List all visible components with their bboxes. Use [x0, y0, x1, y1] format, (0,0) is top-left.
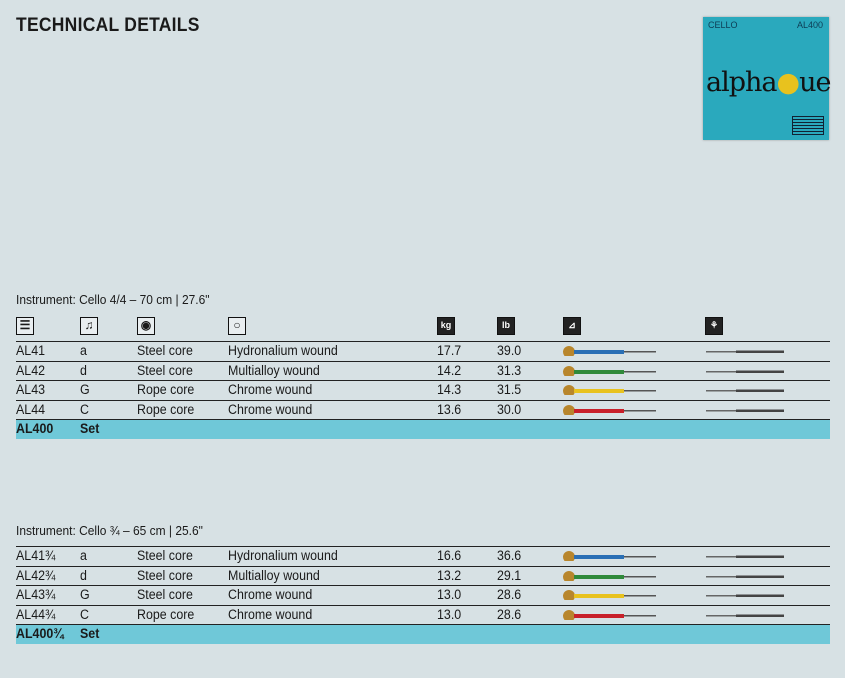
string-winding-image [706, 555, 784, 558]
brand-logo: alpha●ue [706, 67, 831, 98]
cell-note: G [80, 382, 90, 397]
cell-lb: 31.3 [497, 362, 522, 378]
set-label: Set [80, 626, 100, 641]
package-model: AL400 [796, 20, 823, 30]
string-ball-end-image [563, 551, 656, 561]
cell-code: AL41 [16, 343, 46, 358]
cell-winding: Chrome wound [228, 606, 313, 622]
cell-lb: 31.5 [497, 382, 522, 397]
strings-table-full-size: ☰ ♫ ◉ ○ kg lb ⊿ ⚘ AL41 a Steel core Hydronalium wou… [16, 315, 830, 439]
cell-note: a [80, 548, 87, 563]
cell-kg: 13.0 [437, 606, 462, 622]
cell-note: C [80, 401, 89, 417]
table-2-label: Instrument: Cello ¾ – 65 cm | 25.6" [16, 523, 203, 538]
cell-note: G [80, 587, 90, 602]
table-row: AL44¾ C Rope core Chrome wound 13.0 28.6 [16, 604, 830, 625]
set-row: AL400¾ Set [16, 624, 830, 644]
cell-winding: Multialloy wound [228, 567, 320, 583]
string-winding-image [706, 575, 784, 578]
maker-stamp [792, 116, 824, 135]
cell-core: Steel core [137, 567, 193, 583]
string-ball-end-image [563, 570, 656, 581]
set-code: AL400¾ [16, 626, 64, 641]
cell-code: AL41¾ [16, 548, 56, 563]
product-package-image: CELLO AL400 alpha●ue [703, 17, 831, 140]
set-code: AL400 [16, 421, 54, 436]
package-instrument: CELLO [708, 20, 738, 30]
cell-lb: 28.6 [497, 587, 522, 602]
set-row: AL400 Set [16, 419, 830, 439]
tailpiece-icon: ⊿ [563, 317, 581, 335]
header-icons-row: ☰ ♫ ◉ ○ kg lb ⊿ ⚘ [16, 315, 830, 341]
cell-kg: 14.3 [437, 382, 462, 397]
cell-kg: 13.2 [437, 567, 462, 583]
winding-icon: ○ [228, 317, 246, 335]
table-row: AL42 d Steel core Multialloy wound 14.2 31.3 [16, 360, 830, 381]
cell-core: Steel core [137, 548, 193, 563]
cell-core: Rope core [137, 401, 195, 417]
cell-note: d [80, 567, 87, 583]
string-winding-image [706, 350, 784, 353]
cell-code: AL44¾ [16, 606, 56, 622]
cell-note: a [80, 343, 87, 358]
table-row: AL42¾ d Steel core Multialloy wound 13.2 29.1 [16, 565, 830, 586]
cell-kg: 13.6 [437, 401, 462, 417]
cell-note: d [80, 362, 87, 378]
list-icon: ☰ [16, 317, 34, 335]
cell-kg: 14.2 [437, 362, 462, 378]
cell-lb: 28.6 [497, 606, 522, 622]
string-ball-end-image [563, 590, 656, 600]
table-row: AL41 a Steel core Hydronalium wound 17.7 39.0 [16, 341, 830, 361]
kg-weight-icon: kg [437, 317, 455, 335]
cell-winding: Hydronalium wound [228, 548, 338, 563]
string-winding-image [706, 594, 784, 597]
cell-winding: Multialloy wound [228, 362, 320, 378]
string-winding-image [706, 409, 784, 412]
cell-core: Steel core [137, 343, 193, 358]
cell-kg: 17.7 [437, 343, 462, 358]
cell-note: C [80, 606, 89, 622]
table-row: AL41¾ a Steel core Hydronalium wound 16.6 36.… [16, 546, 830, 566]
cell-code: AL42 [16, 362, 46, 378]
cell-winding: Chrome wound [228, 382, 313, 397]
table-1-label: Instrument: Cello 4/4 – 70 cm | 27.6" [16, 292, 210, 307]
string-ball-end-image [563, 609, 656, 620]
lb-weight-icon: lb [497, 317, 515, 335]
cell-code: AL44 [16, 401, 46, 417]
cell-core: Rope core [137, 382, 195, 397]
table-row: AL44 C Rope core Chrome wound 13.6 30.0 [16, 399, 830, 420]
string-winding-image [706, 370, 784, 373]
table-row: AL43 G Rope core Chrome wound 14.3 31.5 [16, 380, 830, 400]
cell-kg: 16.6 [437, 548, 462, 563]
set-label: Set [80, 421, 100, 436]
cell-lb: 29.1 [497, 567, 522, 583]
table-row: AL43¾ G Steel core Chrome wound 13.0 28.6 [16, 585, 830, 605]
string-ball-end-image [563, 365, 656, 376]
cell-winding: Chrome wound [228, 401, 313, 417]
string-winding-image [706, 614, 784, 617]
page-title: TECHNICAL DETAILS [16, 15, 200, 36]
strings-table-three-quarter: AL41¾ a Steel core Hydronalium wound 16.6 36.… [16, 546, 830, 644]
cell-code: AL42¾ [16, 567, 56, 583]
cell-core: Steel core [137, 362, 193, 378]
cell-core: Steel core [137, 587, 193, 602]
string-ball-end-image [563, 404, 656, 415]
cell-core: Rope core [137, 606, 195, 622]
string-ball-end-image [563, 385, 656, 395]
bridge-icon: ⚘ [705, 317, 723, 335]
cell-code: AL43 [16, 382, 46, 397]
cell-code: AL43¾ [16, 587, 56, 602]
cell-winding: Chrome wound [228, 587, 313, 602]
cell-lb: 36.6 [497, 548, 522, 563]
cell-winding: Hydronalium wound [228, 343, 338, 358]
note-icon: ♫ [80, 317, 98, 335]
cell-lb: 30.0 [497, 401, 522, 417]
cell-kg: 13.0 [437, 587, 462, 602]
cell-lb: 39.0 [497, 343, 522, 358]
core-icon: ◉ [137, 317, 155, 335]
string-ball-end-image [563, 346, 656, 356]
string-winding-image [706, 389, 784, 392]
